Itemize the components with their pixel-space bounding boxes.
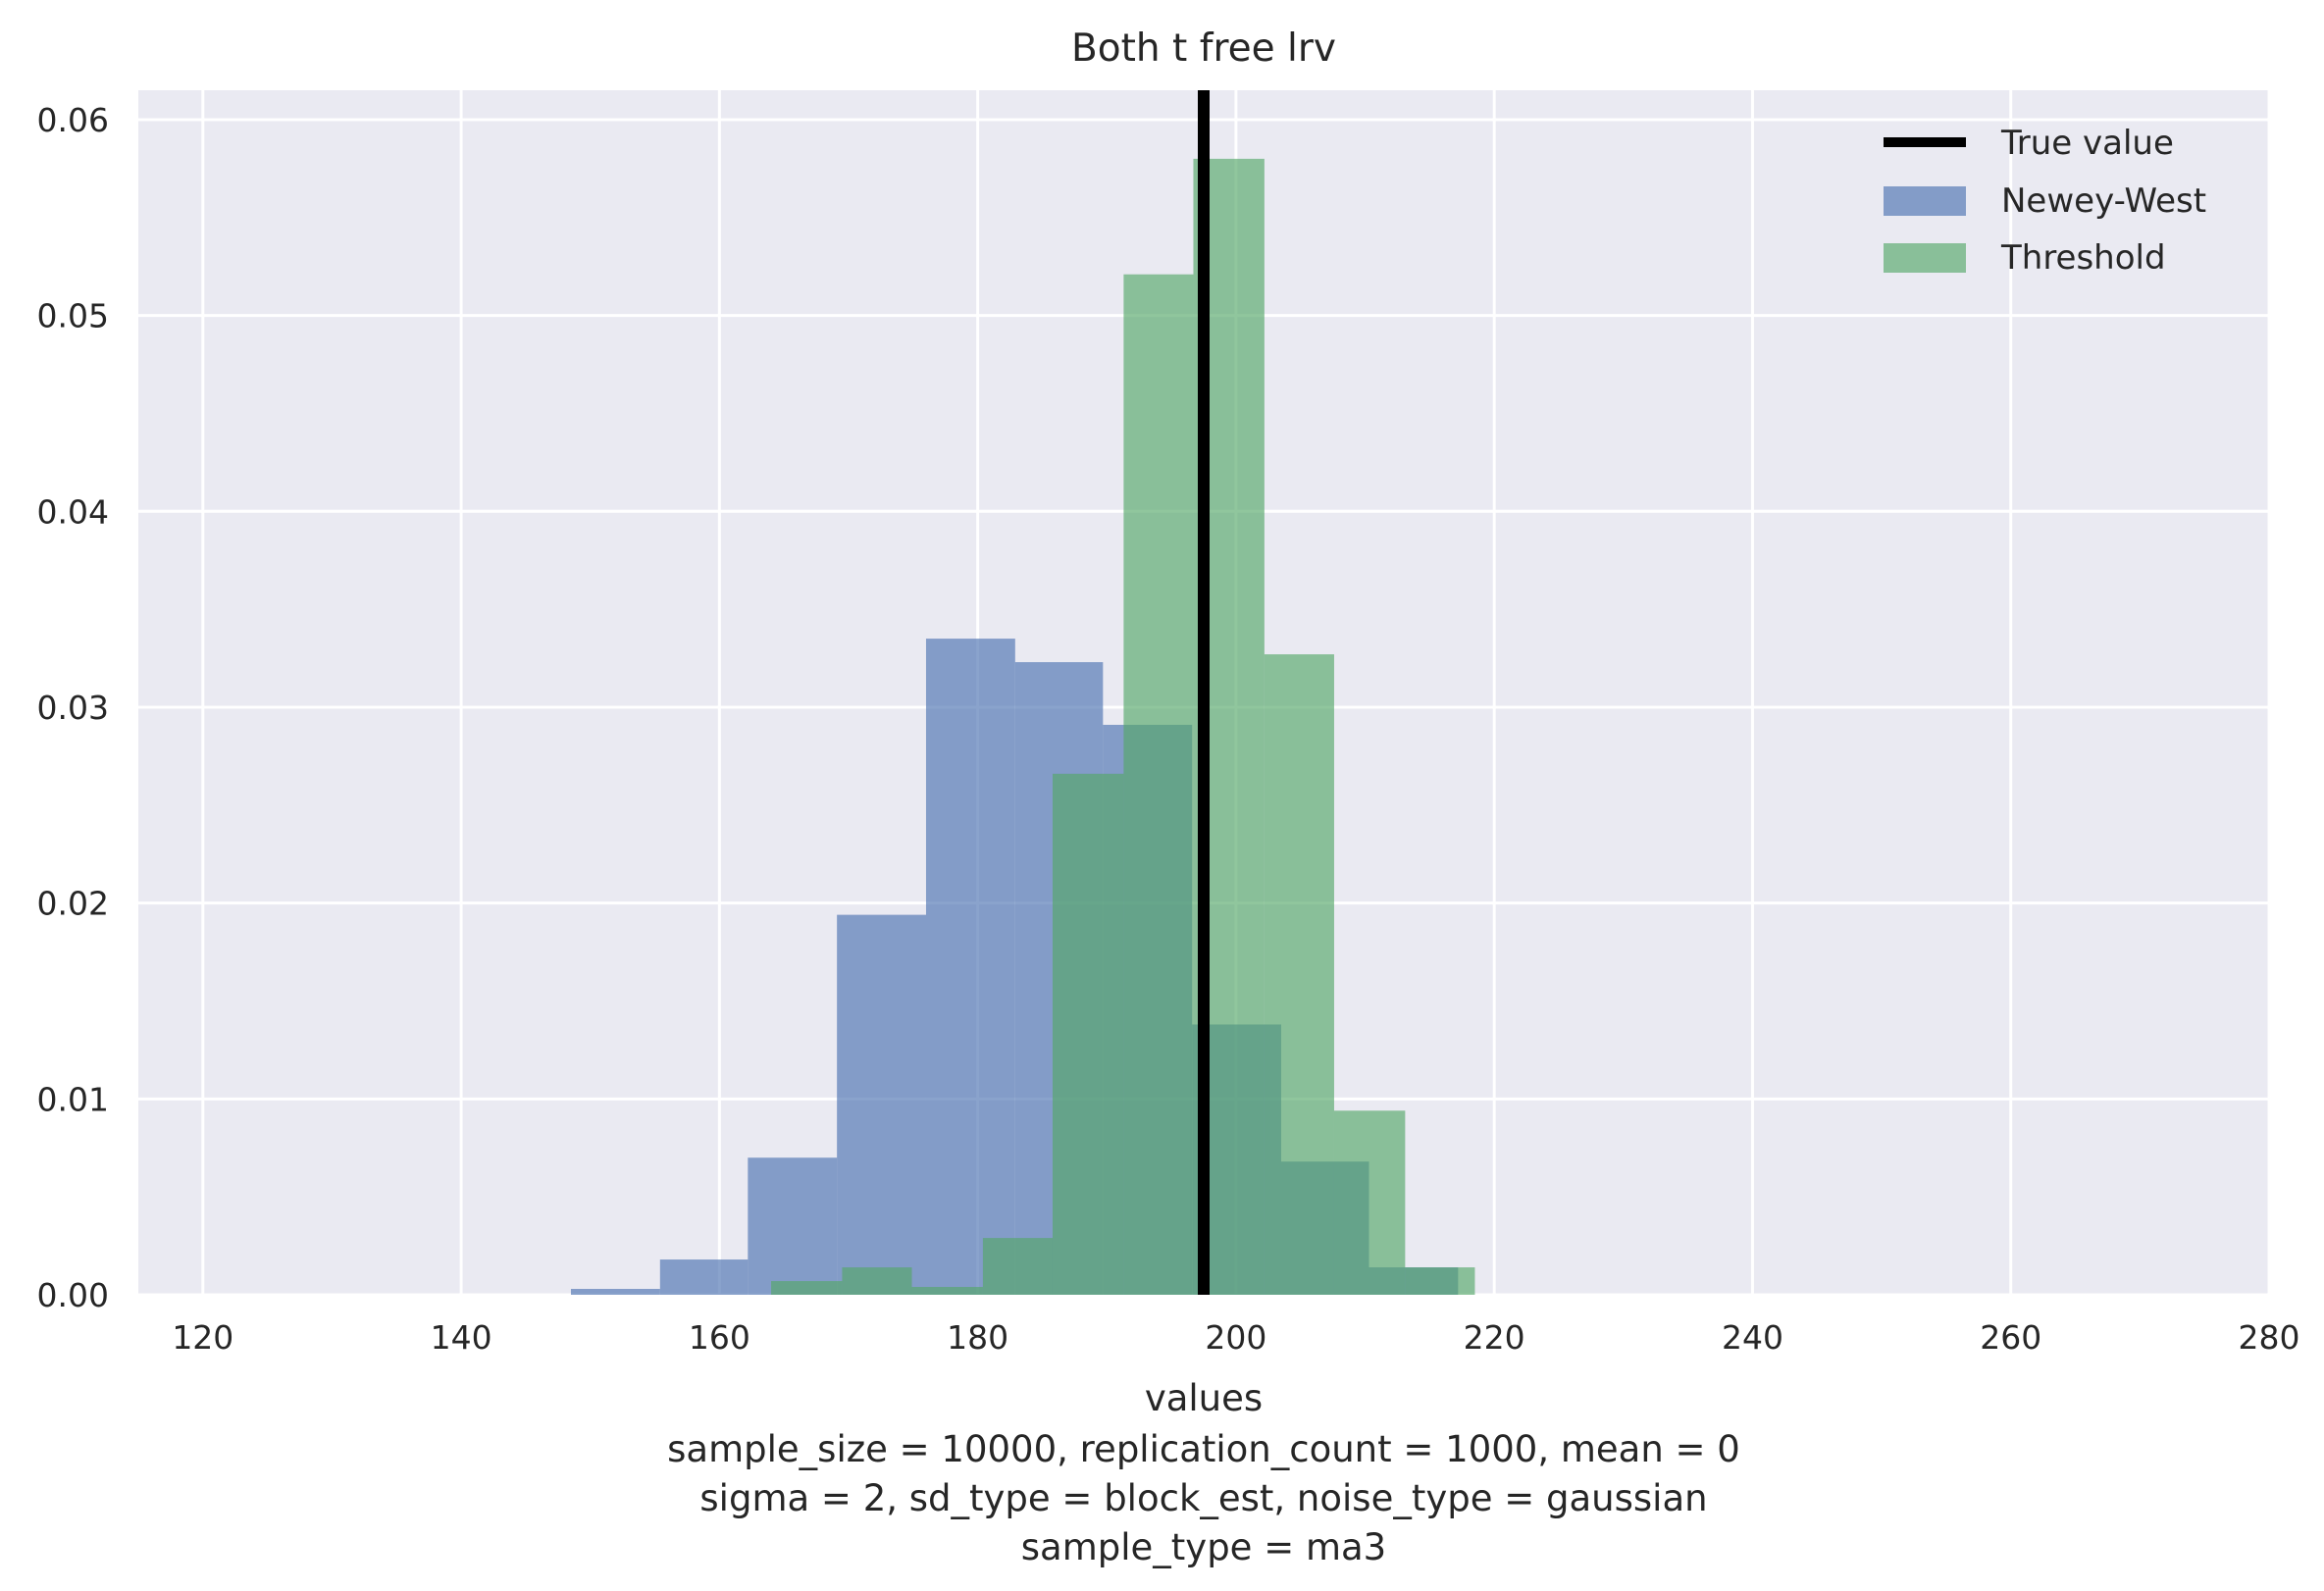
- y-tick-label: 0.01: [37, 1080, 109, 1118]
- legend-newey-west-label: Newey-West: [2001, 181, 2206, 221]
- y-tick-label: 0.05: [37, 297, 109, 335]
- y-tick-labels: 0.00 0.01 0.02 0.03 0.04 0.05 0.06: [37, 101, 109, 1314]
- newey-west-bar: [659, 1259, 749, 1295]
- newey-west-bar: [837, 914, 926, 1295]
- caption-line-3: sample_type = ma3: [1021, 1526, 1386, 1568]
- threshold-bar: [842, 1267, 912, 1295]
- threshold-bar: [1123, 274, 1194, 1295]
- y-tick-label: 0.06: [37, 101, 109, 139]
- caption-line-1: sample_size = 10000, replication_count =…: [667, 1428, 1740, 1470]
- threshold-bar: [1405, 1267, 1475, 1295]
- caption-line-2: sigma = 2, sd_type = block_est, noise_ty…: [699, 1477, 1707, 1519]
- threshold-bar: [1264, 654, 1334, 1295]
- threshold-bar: [771, 1281, 843, 1295]
- x-tick-label: 220: [1464, 1318, 1525, 1357]
- x-tick-label: 180: [947, 1318, 1008, 1357]
- x-tick-label: 240: [1722, 1318, 1783, 1357]
- x-tick-label: 200: [1205, 1318, 1266, 1357]
- x-tick-label: 160: [689, 1318, 750, 1357]
- legend-newey-west-swatch: [1884, 186, 1966, 216]
- threshold-bar: [911, 1287, 983, 1295]
- threshold-bar: [1333, 1110, 1406, 1295]
- legend-true-value-label: True value: [2000, 124, 2174, 163]
- threshold-bar: [982, 1238, 1053, 1295]
- x-tick-label: 120: [172, 1318, 233, 1357]
- chart-title: Both t free lrv: [1071, 26, 1336, 71]
- y-tick-label: 0.02: [37, 885, 109, 923]
- newey-west-bar: [570, 1289, 660, 1295]
- y-tick-label: 0.04: [37, 492, 109, 531]
- legend: True value Newey-West Threshold: [1884, 124, 2206, 278]
- x-axis-label: values: [1145, 1377, 1263, 1419]
- x-tick-label: 260: [1980, 1318, 2041, 1357]
- x-tick-label: 140: [431, 1318, 492, 1357]
- x-tick-labels: 120 140 160 180 200 220 240 260 280: [172, 1318, 2299, 1357]
- newey-west-bar: [925, 639, 1015, 1295]
- newey-west-bar: [748, 1157, 838, 1295]
- legend-threshold-label: Threshold: [2000, 238, 2166, 278]
- y-tick-label: 0.03: [37, 689, 109, 727]
- y-tick-label: 0.00: [37, 1276, 109, 1314]
- x-tick-label: 280: [2239, 1318, 2300, 1357]
- legend-threshold-swatch: [1884, 243, 1966, 273]
- threshold-bar: [1052, 773, 1124, 1295]
